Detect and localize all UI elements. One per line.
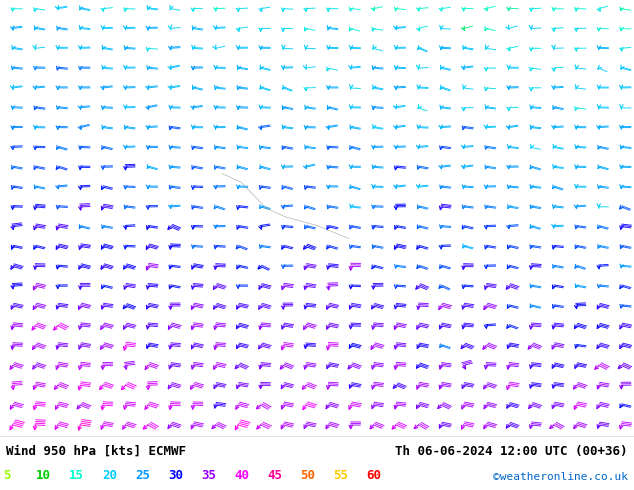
Text: Wind 950 hPa [kts] ECMWF: Wind 950 hPa [kts] ECMWF — [6, 445, 186, 458]
Text: 5: 5 — [3, 468, 11, 482]
Text: 45: 45 — [267, 468, 282, 482]
Text: 15: 15 — [69, 468, 84, 482]
Text: Th 06-06-2024 12:00 UTC (00+36): Th 06-06-2024 12:00 UTC (00+36) — [395, 445, 628, 458]
Text: ©weatheronline.co.uk: ©weatheronline.co.uk — [493, 471, 628, 482]
Text: 55: 55 — [333, 468, 348, 482]
Text: 40: 40 — [234, 468, 249, 482]
Bar — [285, 65, 380, 195]
Text: 25: 25 — [135, 468, 150, 482]
Text: 35: 35 — [201, 468, 216, 482]
Text: 30: 30 — [168, 468, 183, 482]
Text: 10: 10 — [36, 468, 51, 482]
Text: 20: 20 — [102, 468, 117, 482]
Ellipse shape — [191, 177, 342, 239]
Text: 60: 60 — [366, 468, 381, 482]
Text: 50: 50 — [300, 468, 315, 482]
